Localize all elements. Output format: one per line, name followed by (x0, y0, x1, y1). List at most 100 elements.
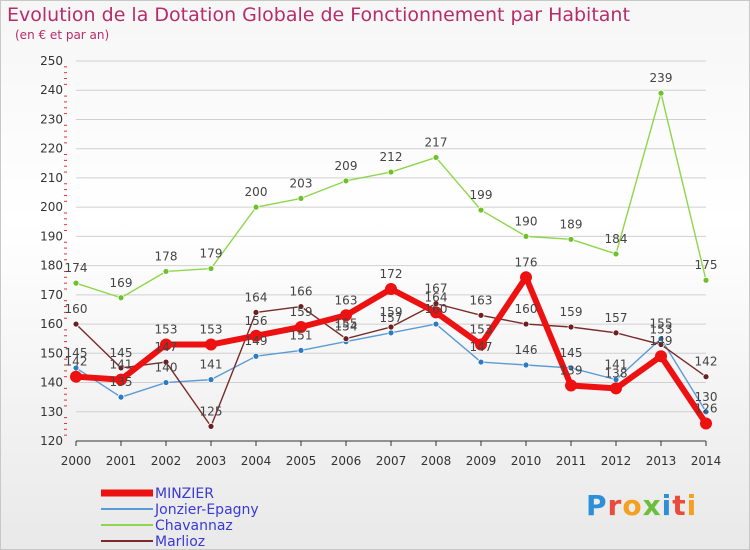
x-tick-label: 2011 (556, 454, 587, 468)
data-label-chavannaz: 169 (110, 276, 133, 290)
data-point-chavannaz (702, 276, 710, 284)
x-tick-label: 2012 (601, 454, 632, 468)
data-label-jonzier-epagny: 154 (335, 320, 358, 334)
data-point-chavannaz (522, 232, 530, 240)
x-tick-label: 2005 (286, 454, 317, 468)
data-point-marlioz (297, 303, 305, 310)
data-point-marlioz (612, 329, 620, 337)
x-tick-label: 2002 (151, 454, 182, 468)
data-label-chavannaz: 199 (470, 188, 493, 202)
data-point-marlioz (522, 320, 530, 328)
data-label-jonzier-epagny: 155 (650, 317, 673, 331)
data-label-chavannaz: 203 (290, 176, 313, 190)
x-tick-label: 2006 (331, 454, 362, 468)
data-point-chavannaz (432, 154, 440, 161)
data-point-minzier (295, 321, 307, 333)
data-point-minzier (430, 306, 442, 319)
data-point-marlioz (72, 320, 80, 328)
x-tick-label: 2001 (106, 454, 137, 468)
data-label-jonzier-epagny: 160 (425, 302, 448, 316)
data-point-marlioz (567, 323, 575, 331)
data-point-marlioz (207, 422, 215, 430)
y-tick-label: 240 (40, 83, 63, 97)
data-point-chavannaz (117, 294, 125, 302)
data-label-marlioz: 145 (110, 346, 133, 360)
legend-label-chavannaz: Chavannaz (155, 518, 233, 534)
y-tick-label: 210 (40, 171, 63, 185)
y-tick-label: 190 (40, 229, 63, 243)
data-label-chavannaz: 209 (335, 159, 358, 173)
chart-title: Evolution de la Dotation Globale de Fonc… (7, 4, 630, 26)
data-label-minzier: 172 (380, 267, 403, 281)
data-label-marlioz: 147 (155, 340, 178, 354)
x-tick-label: 2004 (241, 454, 272, 468)
data-label-chavannaz: 178 (155, 249, 178, 263)
data-point-chavannaz (657, 89, 665, 97)
y-tick-label: 230 (40, 112, 63, 126)
legend-label-jonzier-epagny: Jonzier-Epagny (154, 502, 259, 518)
data-label-minzier: 149 (650, 334, 673, 348)
data-point-chavannaz (207, 265, 215, 272)
data-point-chavannaz (252, 203, 260, 211)
data-label-marlioz: 159 (560, 305, 583, 319)
y-tick-label: 150 (40, 346, 63, 360)
data-label-minzier: 159 (290, 305, 313, 319)
data-point-jonzier-epagny (117, 393, 125, 401)
data-label-chavannaz: 189 (560, 217, 583, 231)
x-tick-label: 2000 (61, 454, 92, 468)
series-layer (70, 89, 712, 430)
data-point-marlioz (387, 323, 395, 331)
data-label-minzier: 156 (245, 314, 268, 328)
data-label-minzier: 153 (155, 323, 178, 337)
data-point-minzier (70, 370, 82, 383)
data-label-jonzier-epagny: 140 (155, 361, 178, 375)
data-label-jonzier-epagny: 135 (110, 375, 133, 389)
data-point-chavannaz (342, 177, 350, 185)
data-point-minzier (565, 379, 577, 392)
x-tick-label: 2009 (466, 454, 497, 468)
data-point-jonzier-epagny (432, 320, 440, 328)
data-label-marlioz: 159 (380, 305, 403, 319)
data-point-marlioz (702, 373, 710, 381)
x-tick-label: 2013 (646, 454, 677, 468)
data-label-marlioz: 166 (290, 285, 313, 299)
data-point-minzier (700, 417, 712, 430)
data-label-marlioz: 167 (425, 282, 448, 296)
data-label-marlioz: 164 (245, 290, 268, 304)
data-label-minzier: 142 (65, 355, 88, 369)
data-point-chavannaz (612, 250, 620, 258)
data-point-jonzier-epagny (162, 379, 170, 386)
y-tick-label: 130 (40, 405, 63, 419)
chart-subtitle: (en € et par an) (15, 28, 110, 42)
data-label-chavannaz: 217 (425, 135, 448, 149)
data-label-jonzier-epagny: 141 (605, 358, 628, 372)
data-label-marlioz: 160 (65, 302, 88, 316)
data-point-minzier (205, 338, 217, 351)
data-point-marlioz (252, 308, 260, 316)
y-tick-label: 120 (40, 434, 63, 448)
data-label-marlioz: 160 (515, 302, 538, 316)
y-tick-label: 250 (40, 54, 63, 68)
data-label-marlioz: 163 (470, 293, 493, 307)
data-point-minzier (475, 338, 487, 351)
data-point-minzier (520, 271, 532, 284)
data-label-jonzier-epagny: 157 (380, 311, 403, 325)
y-tick-label: 170 (40, 288, 63, 302)
data-label-minzier: 139 (560, 363, 583, 377)
data-label-minzier: 153 (470, 323, 493, 337)
data-label-jonzier-epagny: 149 (245, 334, 268, 348)
y-tick-label: 160 (40, 317, 63, 331)
data-label-minzier: 153 (200, 323, 223, 337)
data-point-marlioz (342, 335, 350, 343)
data-label-chavannaz: 174 (65, 261, 88, 275)
data-point-jonzier-epagny (207, 376, 215, 384)
legend-label-marlioz: Marlioz (155, 534, 205, 550)
data-label-chavannaz: 190 (515, 214, 538, 228)
data-point-minzier (115, 373, 127, 386)
data-label-minzier: 126 (695, 401, 718, 415)
data-point-chavannaz (72, 279, 80, 287)
data-label-jonzier-epagny: 145 (65, 346, 88, 360)
data-point-marlioz (117, 364, 125, 372)
